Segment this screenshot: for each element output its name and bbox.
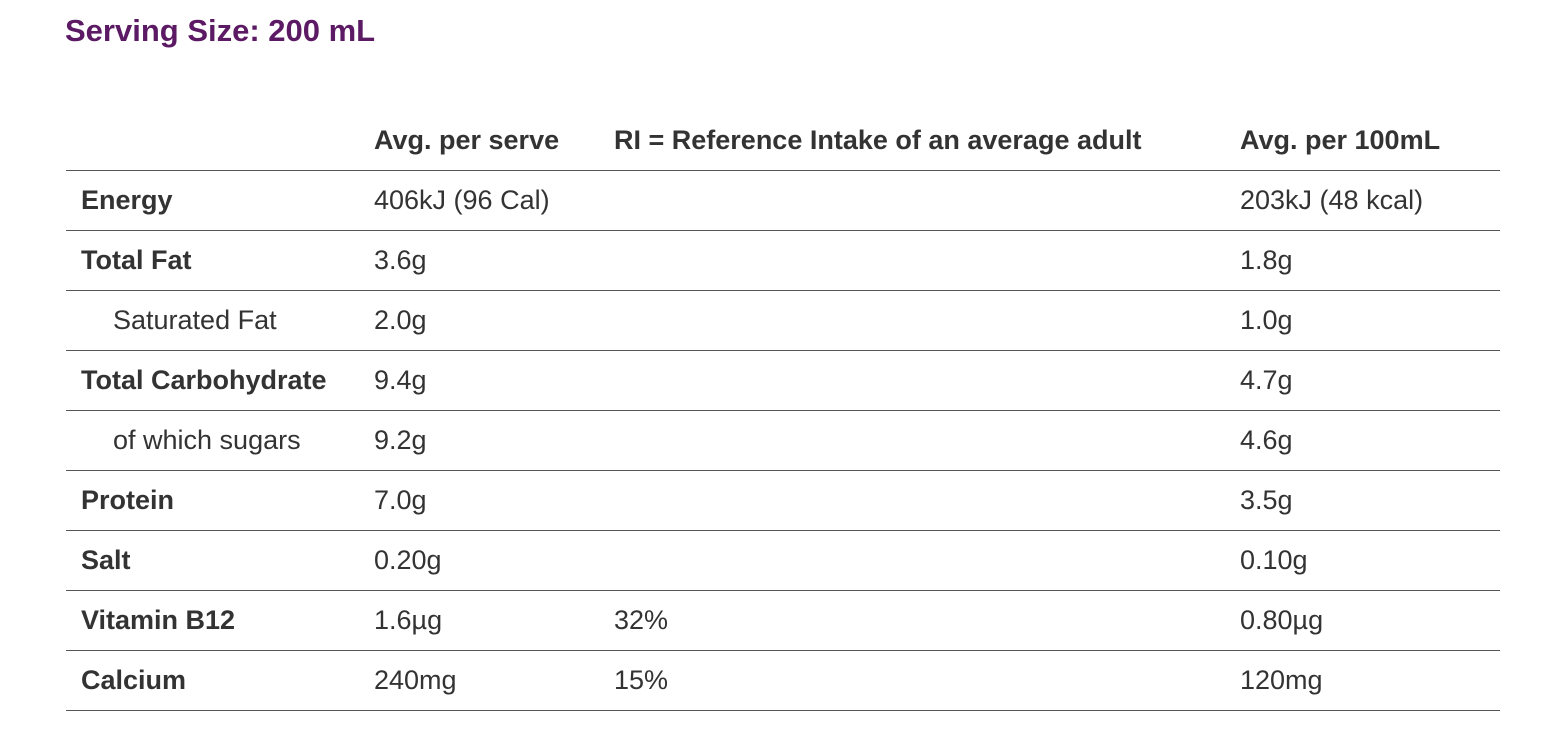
per-serve-value: 2.0g	[374, 290, 614, 351]
per-serve-value: 240mg	[374, 650, 614, 711]
per-100ml-value: 0.10g	[1240, 530, 1500, 591]
nutrient-name: Saturated Fat	[66, 290, 374, 351]
nutrient-name: Total Fat	[66, 230, 374, 291]
reference-intake-value	[614, 530, 1240, 591]
per-100ml-value: 0.80µg	[1240, 590, 1500, 651]
per-serve-value: 3.6g	[374, 230, 614, 291]
per-100ml-value: 3.5g	[1240, 470, 1500, 531]
nutrient-name: Total Carbohydrate	[66, 350, 374, 411]
reference-intake-value: 15%	[614, 650, 1240, 711]
per-serve-value: 9.2g	[374, 410, 614, 471]
header-reference-intake: RI = Reference Intake of an average adul…	[614, 110, 1240, 171]
header-per-serve: Avg. per serve	[374, 110, 614, 171]
reference-intake-value	[614, 350, 1240, 411]
nutrition-table: Avg. per serve RI = Reference Intake of …	[66, 110, 1500, 711]
table-row: Vitamin B12 1.6µg 32% 0.80µg	[66, 590, 1500, 651]
header-per-100ml: Avg. per 100mL	[1240, 110, 1500, 171]
per-serve-value: 0.20g	[374, 530, 614, 591]
per-serve-value: 9.4g	[374, 350, 614, 411]
per-100ml-value: 203kJ (48 kcal)	[1240, 170, 1500, 231]
reference-intake-value	[614, 290, 1240, 351]
reference-intake-value	[614, 170, 1240, 231]
table-row: Protein 7.0g 3.5g	[66, 470, 1500, 531]
per-100ml-value: 4.6g	[1240, 410, 1500, 471]
nutrient-name: of which sugars	[66, 410, 374, 471]
reference-intake-value	[614, 410, 1240, 471]
table-header-row: Avg. per serve RI = Reference Intake of …	[66, 110, 1500, 171]
table-row: Calcium 240mg 15% 120mg	[66, 650, 1500, 711]
table-row: Salt 0.20g 0.10g	[66, 530, 1500, 591]
nutrient-name: Salt	[66, 530, 374, 591]
table-row: Saturated Fat 2.0g 1.0g	[66, 290, 1500, 351]
table-row: Total Carbohydrate 9.4g 4.7g	[66, 350, 1500, 411]
nutrient-name: Protein	[66, 470, 374, 531]
per-100ml-value: 1.8g	[1240, 230, 1500, 291]
reference-intake-value	[614, 230, 1240, 291]
per-serve-value: 1.6µg	[374, 590, 614, 651]
table-row: Energy 406kJ (96 Cal) 203kJ (48 kcal)	[66, 170, 1500, 231]
table-row: Total Fat 3.6g 1.8g	[66, 230, 1500, 291]
serving-size-title: Serving Size: 200 mL	[65, 13, 376, 48]
per-serve-value: 406kJ (96 Cal)	[374, 170, 614, 231]
nutrient-name: Vitamin B12	[66, 590, 374, 651]
nutrient-name: Energy	[66, 170, 374, 231]
nutrient-name: Calcium	[66, 650, 374, 711]
header-nutrient	[66, 110, 374, 171]
per-100ml-value: 4.7g	[1240, 350, 1500, 411]
reference-intake-value: 32%	[614, 590, 1240, 651]
reference-intake-value	[614, 470, 1240, 531]
table-row: of which sugars 9.2g 4.6g	[66, 410, 1500, 471]
per-serve-value: 7.0g	[374, 470, 614, 531]
per-100ml-value: 1.0g	[1240, 290, 1500, 351]
per-100ml-value: 120mg	[1240, 650, 1500, 711]
